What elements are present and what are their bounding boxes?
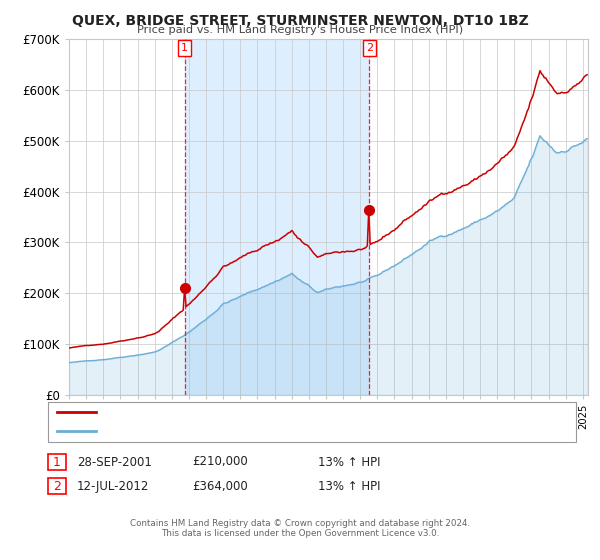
Text: 12-JUL-2012: 12-JUL-2012: [77, 479, 149, 493]
Text: £210,000: £210,000: [192, 455, 248, 469]
Text: 2: 2: [53, 479, 61, 493]
Text: 13% ↑ HPI: 13% ↑ HPI: [318, 455, 380, 469]
Text: QUEX, BRIDGE STREET, STURMINSTER NEWTON, DT10 1BZ: QUEX, BRIDGE STREET, STURMINSTER NEWTON,…: [71, 14, 529, 28]
Text: This data is licensed under the Open Government Licence v3.0.: This data is licensed under the Open Gov…: [161, 529, 439, 538]
Text: HPI: Average price, detached house, Dorset: HPI: Average price, detached house, Dors…: [102, 426, 329, 436]
Text: QUEX, BRIDGE STREET, STURMINSTER NEWTON, DT10 1BZ (detached house): QUEX, BRIDGE STREET, STURMINSTER NEWTON,…: [102, 407, 503, 417]
Text: Contains HM Land Registry data © Crown copyright and database right 2024.: Contains HM Land Registry data © Crown c…: [130, 519, 470, 528]
Text: £364,000: £364,000: [192, 479, 248, 493]
Text: Price paid vs. HM Land Registry's House Price Index (HPI): Price paid vs. HM Land Registry's House …: [137, 25, 463, 35]
Text: 1: 1: [181, 43, 188, 53]
Text: 28-SEP-2001: 28-SEP-2001: [77, 455, 152, 469]
Bar: [185, 39, 369, 395]
Text: 2: 2: [366, 43, 373, 53]
Text: 13% ↑ HPI: 13% ↑ HPI: [318, 479, 380, 493]
Text: 1: 1: [53, 455, 61, 469]
